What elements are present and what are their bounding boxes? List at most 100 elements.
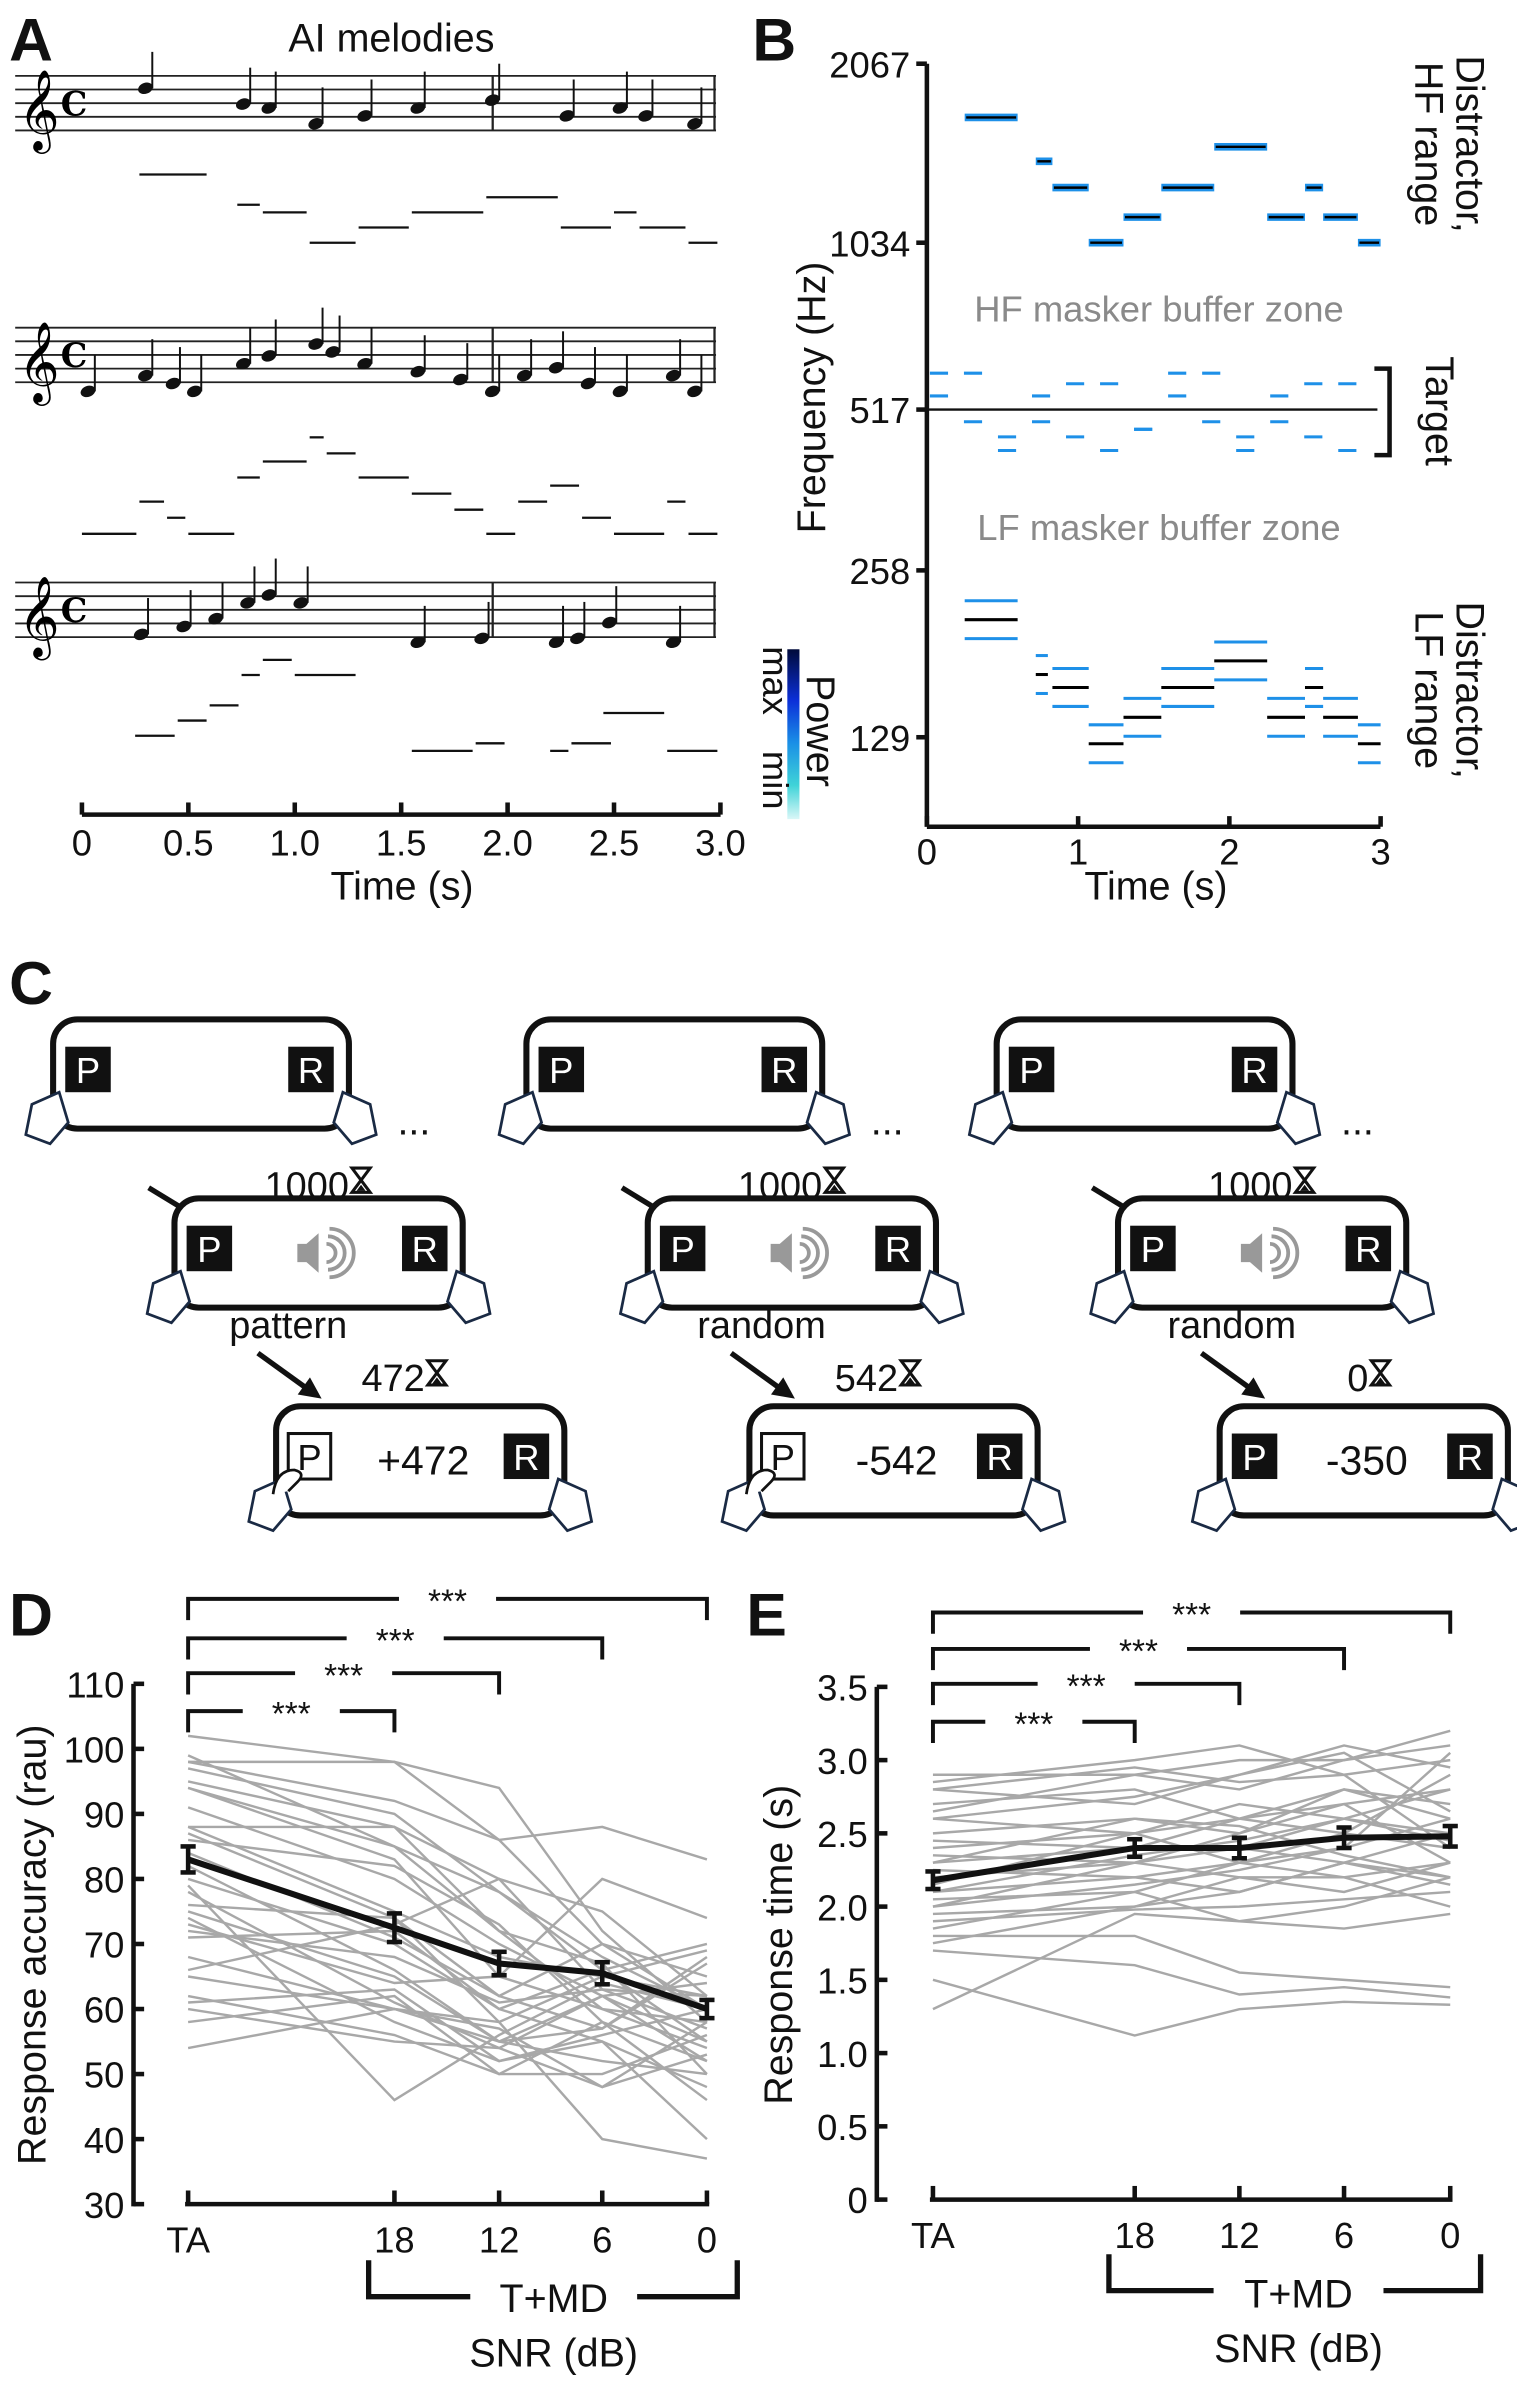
subject-line [932,1817,1451,1879]
arrow-shaft [729,1350,788,1395]
a-x-tick-label: 1.0 [269,823,320,864]
hf-range-label-1: Distractor, [1447,55,1491,233]
a-x-tick-label: 1.5 [376,823,427,864]
pressing-finger-icon [745,1468,776,1495]
a-x-tick-label: 2.0 [482,823,533,864]
note-head [261,102,277,114]
y-tick-label: 2.5 [817,1814,868,1855]
y-tick-label: 50 [84,2055,124,2096]
significance-label: *** [272,1696,311,1733]
note-head [665,369,681,382]
ellipsis: ... [1341,1100,1374,1144]
sound-wave-icon [329,1226,356,1280]
feeder-hand-icon [497,1090,544,1146]
treble-clef-icon: 𝄞 [18,321,59,405]
panel-a-melodies: AI melodies Time (s) 𝄞 C𝄞 C𝄞 C0 0.5 1.0 1.5 2.0… [15,17,746,909]
subject-line [932,1766,1451,1850]
feedback-score: +472 [377,1437,469,1483]
r-button-label: R [412,1229,438,1270]
bracket-gap [346,1629,444,1648]
hourglass-sand [432,1377,442,1384]
note-head [138,82,153,95]
feeder-hand-icon [1089,1269,1135,1325]
note-head [602,616,617,629]
panel-label-b: B [752,6,796,74]
note-head [236,98,251,110]
r-button [503,1433,550,1480]
y-tick-label: 90 [84,1795,124,1836]
y-tick-label: 100 [64,1730,125,1771]
arrow-shaft [256,1350,315,1395]
feeder-hand-icon [967,1090,1014,1146]
bracket-gap [985,1712,1083,1731]
b-x-tick-label: 0 [917,832,937,873]
b-y-tick-label: 258 [849,551,910,592]
b-y-tick-label: 2067 [829,44,910,85]
significance-label: *** [428,1584,467,1621]
hourglass-icon [348,1166,374,1194]
y-tick-label: 110 [66,1664,124,1705]
p-button [186,1225,233,1272]
ellipsis: ... [397,1100,430,1144]
r-button-label: R [1355,1229,1381,1270]
feeder-hand-icon [919,1269,965,1325]
subject-line [187,1806,708,2043]
x-tick-label: 18 [374,2220,414,2261]
a-x-axis-label: Time (s) [330,865,473,909]
lf-range-label-2: LF range [1406,611,1450,769]
feeder-hand-icon [1491,1477,1517,1533]
y-tick-label: 1.5 [817,1961,868,2002]
colorbar-power-label: Power [798,675,842,787]
bracket-gap [1037,1674,1135,1693]
bracket-gap [242,1702,340,1721]
y-tick-label: 30 [84,2185,124,2226]
p-button [538,1046,585,1093]
bracket-gap [1143,1603,1241,1622]
subject-line [187,1838,708,2063]
note-head [612,102,628,114]
subject-line [932,1912,1451,2011]
b-x-axis-label: Time (s) [1084,865,1227,909]
target-bracket [1374,366,1392,458]
y-tick-label: 80 [84,1860,124,1901]
note-head [325,346,341,358]
feeder-hand-icon [805,1090,852,1146]
r-button-label: R [1241,1050,1267,1091]
y-tick-label: 40 [84,2120,124,2161]
hourglass-icon [898,1359,923,1387]
note-head [240,597,255,609]
note-head [176,620,192,633]
note-head [410,636,426,649]
panel-d-accuracy-chart: Response accuracy (rau) T+MD SNR (dB) 30… [11,1584,740,2375]
bracket-gap [1089,1639,1188,1659]
note-head [570,632,585,645]
hourglass-icon [1368,1359,1393,1387]
sound-wave-icon [802,1226,829,1280]
p-button [1231,1433,1278,1480]
panel-label-e: E [746,1580,786,1648]
p-button-label: P [297,1437,321,1478]
feeder-hand-icon [618,1269,665,1325]
y-tick-label: 70 [84,1925,124,1966]
subject-line [187,1767,708,2043]
panel-label-d: D [9,1580,53,1648]
p-button-label: P [1019,1050,1043,1091]
note-head [687,118,702,130]
note-head [208,612,224,625]
note-head [410,365,426,378]
a-x-tick-label: 3.0 [695,823,746,864]
bracket-gap [295,1664,393,1683]
note-head [138,369,153,382]
note-head [308,338,324,350]
b-x-tick-label: 3 [1370,832,1390,873]
hf-buffer-zone-label: HF masker buffer zone [974,289,1343,330]
cue-type-label: random [697,1305,826,1347]
feedback-chamber [746,1403,1041,1519]
panel-e-response-time-chart: Response time (s) T+MD SNR (dB) 0 0.5 1.0 1… [757,1597,1484,2371]
feeder-hand-icon [145,1269,192,1325]
arrow-head [770,1377,795,1399]
p-button-label: P [771,1437,795,1478]
note-head [474,632,490,645]
a-x-tick-label: 0.5 [163,823,214,864]
